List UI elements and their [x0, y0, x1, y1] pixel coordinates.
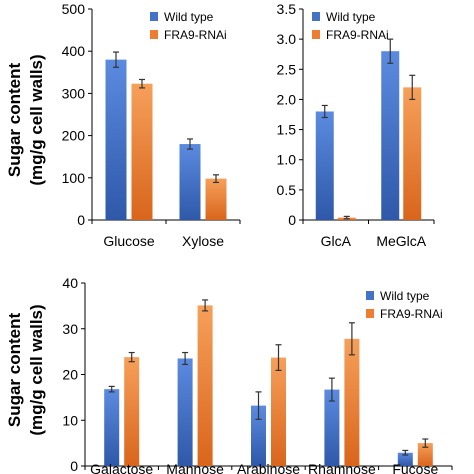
bar-wild-type: [381, 51, 400, 221]
bar-fra9-rnai: [131, 83, 153, 220]
chart-panel-glca-meglca: 0 0.5 1.0 1.5 2.0 2.5 3.0 3.5 GlcA MeGlcA Wild typ…: [277, 1, 435, 249]
legend-swatch: [366, 291, 374, 300]
y-tick-label: 0: [77, 212, 85, 228]
legend-label: Wild type: [380, 289, 430, 303]
bar-wild-type: [177, 358, 193, 466]
y-tick-label: 200: [62, 128, 86, 144]
y-tick-label: 0: [288, 212, 296, 228]
y-tick-label: 100: [62, 170, 86, 186]
y-tick-label: 3.5: [277, 1, 297, 17]
x-category-label: Rhamnose: [308, 461, 376, 474]
y-tick-label: 20: [62, 367, 78, 383]
y-tick-label: 2.5: [277, 61, 297, 77]
bar-wild-type: [315, 111, 334, 220]
x-category-label: Arabinose: [237, 461, 300, 474]
bar-fra9-rnai: [344, 338, 360, 466]
y-axis-title-bottom-line2: (mg/g cell walls): [27, 304, 46, 435]
x-category-label: Xylose: [182, 233, 224, 249]
y-tick-label: 2.0: [277, 91, 297, 107]
y-tick-label: 400: [62, 43, 86, 59]
y-tick-label: 300: [62, 85, 86, 101]
bar-wild-type: [397, 452, 413, 466]
y-axis-title-bottom-line1: Sugar content: [5, 313, 24, 428]
bar-fra9-rnai: [271, 357, 286, 466]
legend-label: Wild type: [326, 10, 376, 24]
y-tick-label: 1.0: [277, 152, 297, 168]
y-tick-label: 30: [62, 321, 78, 337]
x-category-label: Fucose: [392, 461, 438, 474]
bar-wild-type: [251, 405, 266, 466]
bar-wild-type: [105, 59, 127, 220]
y-tick-label: 0.5: [277, 182, 297, 198]
bar-fra9-rnai: [205, 178, 227, 220]
y-tick-label: 40: [62, 275, 78, 291]
legend-label: Wild type: [164, 10, 214, 24]
legend-label: FRA9-RNAi: [164, 28, 227, 42]
bar-wild-type: [104, 389, 120, 466]
x-category-label: Galactose: [90, 461, 153, 474]
y-axis-title-top-line2: (mg/g cell walls): [27, 54, 46, 185]
y-axis-title-top-line1: Sugar content: [5, 63, 24, 178]
bar-fra9-rnai: [124, 357, 140, 466]
legend-swatch: [366, 309, 374, 318]
legend-swatch: [312, 12, 320, 21]
chart-panel-glucose-xylose: 0 100 200 300 400 500 Glucose Xylose Wild type FR…: [62, 1, 241, 249]
legend-label: FRA9-RNAi: [326, 28, 389, 42]
bar-fra9-rnai: [403, 87, 422, 220]
legend-swatch: [312, 30, 320, 39]
x-category-label: GlcA: [321, 233, 352, 249]
bar-wild-type: [179, 144, 201, 220]
legend-label: FRA9-RNAi: [380, 307, 443, 321]
y-tick-label: 500: [62, 1, 86, 17]
y-tick-label: 3.0: [277, 31, 297, 47]
legend-swatch: [150, 12, 158, 21]
legend-swatch: [150, 30, 158, 39]
y-tick-label: 10: [62, 412, 78, 428]
bar-wild-type: [324, 389, 340, 466]
bar-fra9-rnai: [197, 305, 213, 466]
y-tick-label: 1.5: [277, 122, 297, 138]
x-category-label: MeGlcA: [376, 233, 426, 249]
y-tick-label: 0: [70, 458, 78, 474]
chart-panel-minor-sugars: 0 10 20 30 40 Galactose Mannose Arabinose Rhamno…: [62, 275, 453, 474]
x-category-label: Mannose: [166, 461, 224, 474]
bar-fra9-rnai: [417, 443, 433, 466]
x-category-label: Glucose: [103, 233, 155, 249]
